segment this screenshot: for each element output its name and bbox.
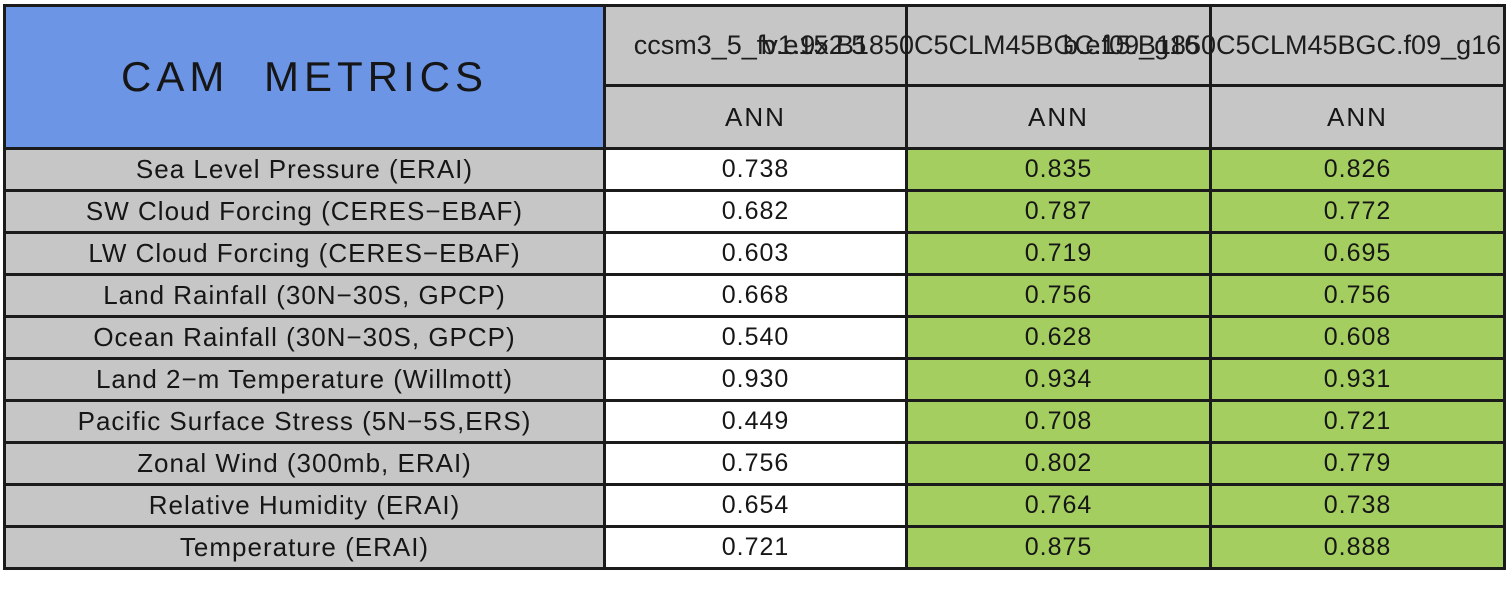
table-row: Ocean Rainfall (30N−30S, GPCP) 0.540 0.6… xyxy=(3,315,1506,360)
table-row: Land 2−m Temperature (Willmott) 0.930 0.… xyxy=(3,357,1506,402)
value-cell: 0.756 xyxy=(603,441,908,486)
value-cell: 0.628 xyxy=(905,315,1212,360)
value-cell: 0.738 xyxy=(603,147,908,192)
table-row: Land Rainfall (30N−30S, GPCP) 0.668 0.75… xyxy=(3,273,1506,318)
value-cell: 0.654 xyxy=(603,483,908,528)
value-cell: 0.779 xyxy=(1209,441,1506,486)
metric-label: Land Rainfall (30N−30S, GPCP) xyxy=(3,273,606,318)
value-cell: 0.772 xyxy=(1209,189,1506,234)
value-cell: 0.930 xyxy=(603,357,908,402)
value-cell: 0.721 xyxy=(603,525,908,570)
cam-metrics-table: CAM METRICS ANN ANN ANN Sea Level Pressu… xyxy=(3,4,1506,570)
value-cell: 0.888 xyxy=(1209,525,1506,570)
value-cell: 0.721 xyxy=(1209,399,1506,444)
value-cell: 0.540 xyxy=(603,315,908,360)
value-cell: 0.787 xyxy=(905,189,1212,234)
table-row: SW Cloud Forcing (CERES−EBAF) 0.682 0.78… xyxy=(3,189,1506,234)
value-cell: 0.719 xyxy=(905,231,1212,276)
metric-label: Sea Level Pressure (ERAI) xyxy=(3,147,606,192)
metric-label: Pacific Surface Stress (5N−5S,ERS) xyxy=(3,399,606,444)
value-cell: 0.875 xyxy=(905,525,1212,570)
value-cell: 0.934 xyxy=(905,357,1212,402)
value-cell: 0.668 xyxy=(603,273,908,318)
metric-label: SW Cloud Forcing (CERES−EBAF) xyxy=(3,189,606,234)
value-cell: 0.449 xyxy=(603,399,908,444)
value-cell: 0.738 xyxy=(1209,483,1506,528)
table-row: Relative Humidity (ERAI) 0.654 0.764 0.7… xyxy=(3,483,1506,528)
metric-label: Zonal Wind (300mb, ERAI) xyxy=(3,441,606,486)
header-row-runs: CAM METRICS xyxy=(3,4,1506,150)
run-header-cell-2 xyxy=(905,4,1212,87)
table-title: CAM METRICS xyxy=(3,4,606,150)
table-row: Zonal Wind (300mb, ERAI) 0.756 0.802 0.7… xyxy=(3,441,1506,486)
value-cell: 0.708 xyxy=(905,399,1212,444)
season-header-1: ANN xyxy=(603,84,908,150)
value-cell: 0.835 xyxy=(905,147,1212,192)
value-cell: 0.603 xyxy=(603,231,908,276)
table-row: Sea Level Pressure (ERAI) 0.738 0.835 0.… xyxy=(3,147,1506,192)
value-cell: 0.764 xyxy=(905,483,1212,528)
value-cell: 0.931 xyxy=(1209,357,1506,402)
value-cell: 0.608 xyxy=(1209,315,1506,360)
header-row-seasons: ANN ANN ANN xyxy=(5,84,1506,150)
value-cell: 0.756 xyxy=(1209,273,1506,318)
value-cell: 0.695 xyxy=(1209,231,1506,276)
run-header-cell-1 xyxy=(603,4,908,87)
season-header-3: ANN xyxy=(1209,84,1506,150)
value-cell: 0.682 xyxy=(603,189,908,234)
value-cell: 0.826 xyxy=(1209,147,1506,192)
table-row: Pacific Surface Stress (5N−5S,ERS) 0.449… xyxy=(3,399,1506,444)
metric-label: Land 2−m Temperature (Willmott) xyxy=(3,357,606,402)
metric-label: LW Cloud Forcing (CERES−EBAF) xyxy=(3,231,606,276)
metric-label: Ocean Rainfall (30N−30S, GPCP) xyxy=(3,315,606,360)
run-header-cell-3 xyxy=(1209,4,1506,87)
table-row: Temperature (ERAI) 0.721 0.875 0.888 xyxy=(3,525,1506,570)
value-cell: 0.802 xyxy=(905,441,1212,486)
value-cell: 0.756 xyxy=(905,273,1212,318)
metric-label: Relative Humidity (ERAI) xyxy=(3,483,606,528)
table-row: LW Cloud Forcing (CERES−EBAF) 0.603 0.71… xyxy=(3,231,1506,276)
season-header-2: ANN xyxy=(905,84,1212,150)
metric-label: Temperature (ERAI) xyxy=(3,525,606,570)
